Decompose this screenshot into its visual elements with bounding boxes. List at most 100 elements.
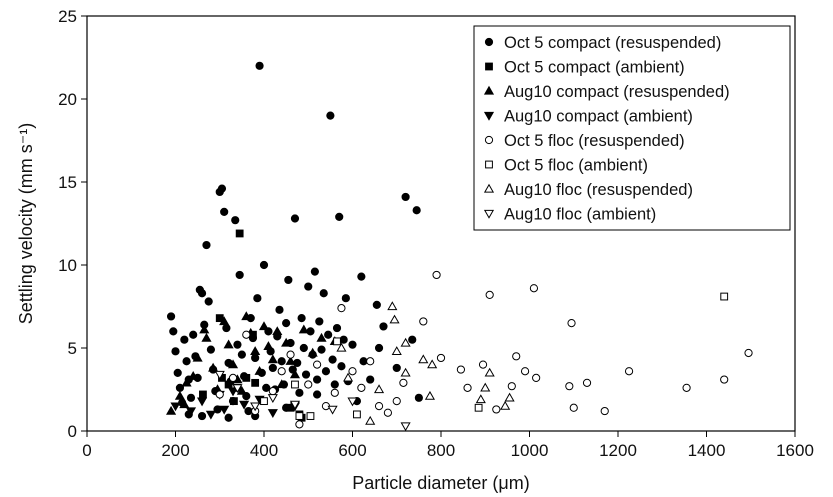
legend-item-aug10-compact-ambient: Aug10 compact (ambient) [483,108,693,126]
x-tick-label: 400 [250,441,278,460]
data-point-aug10-floc-ambient [289,400,301,410]
legend-item-oct-5-compact-ambient: Oct 5 compact (ambient) [485,59,685,77]
data-point-aug10-floc-ambient [250,402,261,412]
data-point-aug10-floc-ambient [232,384,243,394]
data-point-oct-5-compact-resuspended [237,350,246,359]
data-point-oct-5-compact-resuspended [313,390,322,399]
data-point-aug10-floc-resuspended [500,400,511,410]
x-tick-label: 1000 [511,441,549,460]
data-point-aug10-compact-resuspended [254,366,265,375]
data-point-oct-5-compact-resuspended [341,294,350,303]
data-point-oct-5-compact-resuspended [328,355,337,364]
data-point-aug10-compact-resuspended [181,377,192,387]
data-point-oct-5-floc-resuspended [337,304,346,313]
data-point-oct-5-compact-ambient [235,229,244,238]
data-point-oct-5-floc-resuspended [286,350,295,359]
series-aug10-floc-ambient [214,370,411,432]
data-point-oct-5-compact-resuspended [255,61,264,70]
data-point-oct-5-floc-resuspended [582,378,592,387]
legend-label: Oct 5 compact (resuspended) [504,34,721,52]
legend-label: Oct 5 floc (resuspended) [504,132,685,150]
legend-marker [483,183,495,193]
data-point-aug10-floc-ambient [400,422,411,432]
data-point-oct-5-floc-resuspended [682,383,691,392]
data-point-aug10-compact-resuspended [272,326,283,336]
data-point-aug10-compact-resuspended [263,341,274,350]
data-point-oct-5-floc-resuspended [215,390,224,399]
data-point-oct-5-compact-resuspended [173,368,182,377]
data-point-oct-5-compact-resuspended [231,216,240,225]
legend-marker [483,111,495,121]
legend-label: Aug10 compact (resuspended) [504,83,730,101]
data-point-aug10-compact-resuspended [316,332,327,342]
data-point-oct-5-floc-resuspended [532,373,541,382]
data-point-oct-5-compact-resuspended [166,312,176,321]
data-point-oct-5-compact-resuspended [206,345,215,354]
data-point-oct-5-compact-resuspended [189,330,198,339]
data-point-aug10-compact-resuspended [174,390,185,400]
y-tick-label: 5 [68,339,77,358]
legend-marker [483,209,495,219]
data-point-aug10-compact-resuspended [241,311,252,321]
data-point-oct-5-compact-resuspended [335,212,344,221]
data-point-oct-5-floc-resuspended [520,367,530,376]
data-point-oct-5-compact-resuspended [401,192,410,202]
data-point-aug10-compact-ambient [205,410,216,420]
x-tick-label: 800 [427,441,455,460]
data-point-oct-5-compact-resuspended [359,357,368,366]
x-tick-label: 1200 [599,441,637,460]
data-point-aug10-floc-ambient [347,397,358,407]
data-point-oct-5-floc-resuspended [463,383,472,392]
data-point-oct-5-floc-resuspended [720,375,729,384]
data-point-oct-5-floc-resuspended [456,365,466,374]
data-point-aug10-compact-ambient [219,405,230,415]
data-point-oct-5-floc-ambient [260,397,268,406]
data-point-aug10-compact-resuspended [227,359,239,369]
data-point-oct-5-compact-resuspended [253,294,262,303]
y-tick-label: 10 [58,256,77,275]
x-tick-label: 0 [82,441,91,460]
data-point-oct-5-floc-resuspended [313,360,322,369]
data-point-oct-5-compact-resuspended [414,393,423,402]
data-point-aug10-compact-resuspended [281,337,292,347]
data-point-aug10-compact-resuspended [267,354,278,364]
data-point-aug10-floc-resuspended [400,337,411,347]
data-point-aug10-floc-resuspended [336,342,347,352]
data-point-oct-5-compact-resuspended [297,314,306,323]
legend-item-aug10-compact-resuspended: Aug10 compact (resuspended) [483,83,730,101]
data-point-oct-5-compact-resuspended [304,282,313,291]
data-point-aug10-floc-resuspended [400,367,411,377]
data-point-oct-5-compact-resuspended [217,184,227,193]
data-point-oct-5-compact-resuspended [379,322,388,331]
data-point-oct-5-compact-resuspended [277,357,286,366]
data-point-aug10-compact-resuspended [166,405,177,415]
data-point-aug10-floc-resuspended [424,390,435,400]
data-point-aug10-compact-resuspended [250,346,261,355]
y-axis-ticks: 0 5 10 15 20 25 [58,7,87,441]
data-point-oct-5-floc-resuspended [512,352,521,361]
series-oct-5-compact-resuspended [166,61,423,422]
data-point-oct-5-compact-resuspended [321,367,331,376]
x-tick-label: 600 [338,441,366,460]
data-point-oct-5-floc-resuspended [366,357,375,366]
data-point-oct-5-compact-resuspended [326,111,335,120]
data-point-oct-5-floc-ambient [306,412,315,420]
data-point-aug10-floc-resuspended [504,392,515,402]
data-point-oct-5-compact-resuspended [332,323,342,333]
data-point-aug10-compact-resuspended [208,362,219,372]
data-point-aug10-compact-resuspended [307,347,318,357]
data-point-oct-5-compact-resuspended [357,272,366,281]
data-point-aug10-floc-resuspended [373,384,385,394]
data-point-oct-5-compact-resuspended [412,206,421,215]
x-axis-title: Particle diameter (μm) [352,473,529,493]
data-point-oct-5-compact-resuspended [313,375,322,384]
data-point-oct-5-compact-resuspended [197,411,207,421]
data-point-oct-5-floc-resuspended [399,378,408,387]
legend-marker [485,160,493,169]
data-point-aug10-compact-resuspended [201,332,212,342]
data-point-oct-5-compact-resuspended [180,335,189,344]
data-point-oct-5-compact-resuspended [330,380,339,389]
data-point-aug10-floc-resuspended [365,415,376,425]
data-point-oct-5-compact-resuspended [348,340,357,349]
